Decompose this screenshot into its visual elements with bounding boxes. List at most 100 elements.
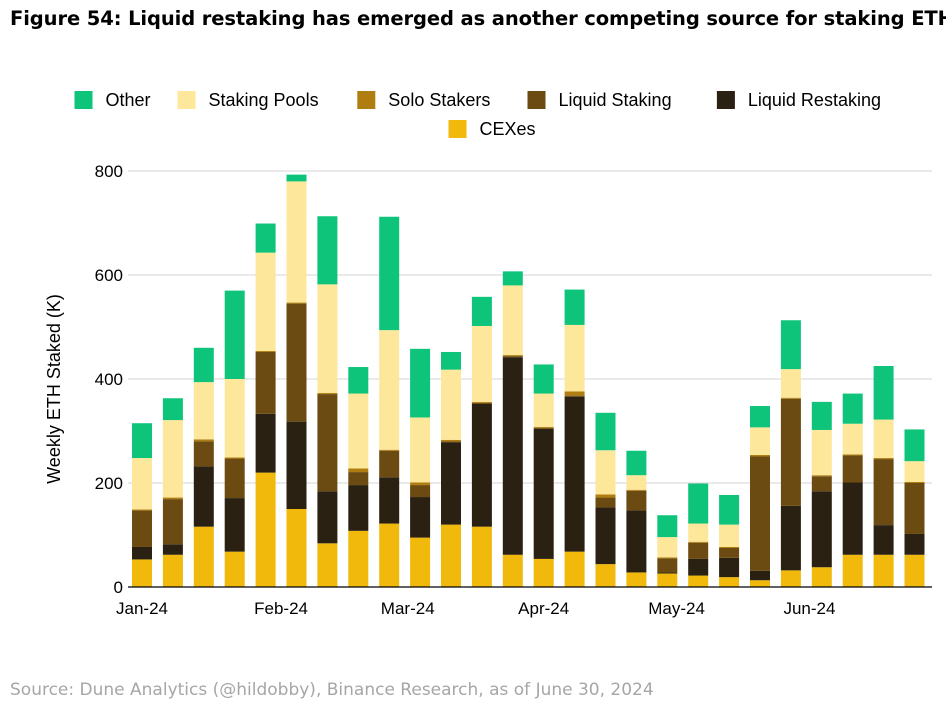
bar-liquid-staking bbox=[441, 441, 461, 443]
bar-other bbox=[286, 174, 307, 182]
bar-solo-stakers bbox=[719, 546, 740, 548]
bar-liquid-restaking bbox=[348, 485, 369, 531]
bar-other bbox=[904, 429, 925, 462]
legend-swatch-cexes bbox=[448, 120, 467, 138]
bar-liquid-staking bbox=[255, 351, 276, 414]
bar-cexes bbox=[533, 558, 554, 587]
bar-staking-pools bbox=[873, 419, 894, 459]
legend: Other Staking Pools Solo Stakers Liquid Sta… bbox=[74, 90, 881, 139]
bar-other bbox=[348, 367, 369, 394]
bar-liquid-staking bbox=[904, 483, 925, 534]
bar-staking-pools bbox=[441, 369, 461, 440]
bar-solo-stakers bbox=[750, 454, 770, 457]
bar-liquid-restaking bbox=[224, 498, 245, 552]
bar-other bbox=[224, 290, 245, 379]
bar-solo-stakers bbox=[842, 454, 863, 456]
bar-cexes bbox=[286, 509, 307, 587]
bar-liquid-staking bbox=[379, 450, 400, 478]
bar-liquid-restaking bbox=[193, 466, 214, 527]
bar-liquid-staking bbox=[193, 441, 214, 467]
bar-cexes bbox=[904, 554, 925, 587]
bar-cexes bbox=[719, 577, 740, 587]
bar-solo-stakers bbox=[657, 557, 678, 559]
bar-liquid-restaking bbox=[471, 403, 492, 527]
bar-liquid-restaking bbox=[286, 421, 307, 509]
bar-solo-stakers bbox=[162, 497, 183, 500]
bar-cexes bbox=[224, 551, 245, 587]
bar-liquid-restaking bbox=[410, 497, 431, 538]
bar-solo-stakers bbox=[873, 458, 894, 460]
bar-cexes bbox=[193, 526, 214, 587]
bar-cexes bbox=[595, 564, 616, 587]
y-tick-label: 400 bbox=[95, 370, 123, 389]
bar-solo-stakers bbox=[317, 393, 338, 395]
bar-staking-pools bbox=[657, 537, 678, 558]
bar-other bbox=[162, 398, 183, 421]
bar-liquid-staking bbox=[317, 394, 338, 492]
bar-liquid-staking bbox=[286, 303, 307, 422]
legend-swatch-other bbox=[74, 91, 93, 109]
bar-other bbox=[471, 296, 492, 326]
bar-solo-stakers bbox=[348, 468, 369, 473]
legend-label-solo-stakers: Solo Stakers bbox=[388, 90, 490, 110]
bar-staking-pools bbox=[348, 393, 369, 469]
x-tick-label: Mar-24 bbox=[381, 599, 435, 618]
bar-staking-pools bbox=[317, 284, 338, 394]
bar-staking-pools bbox=[595, 450, 616, 495]
bar-liquid-staking bbox=[873, 459, 894, 526]
bar-cexes bbox=[842, 554, 863, 587]
bar-liquid-staking bbox=[533, 427, 554, 429]
bar-solo-stakers bbox=[286, 302, 307, 304]
bar-other bbox=[255, 223, 276, 253]
axes: 0 200 400 600 800 Jan-24 Feb-24 Mar-24 Apr-24 May… bbox=[95, 162, 932, 618]
bar-staking-pools bbox=[626, 475, 647, 490]
bar-cexes bbox=[811, 567, 832, 587]
bar-liquid-staking bbox=[811, 476, 832, 492]
bar-solo-stakers bbox=[626, 489, 647, 491]
bar-cexes bbox=[132, 559, 152, 587]
bar-liquid-staking bbox=[657, 558, 678, 573]
bar-solo-stakers bbox=[502, 355, 523, 357]
bar-liquid-restaking bbox=[132, 546, 152, 560]
bar-solo-stakers bbox=[410, 482, 431, 486]
bar-other bbox=[564, 289, 585, 325]
bar-cexes bbox=[255, 472, 276, 587]
bar-liquid-restaking bbox=[595, 507, 616, 565]
bar-liquid-restaking bbox=[811, 491, 832, 568]
bar-staking-pools bbox=[842, 423, 863, 455]
bar-staking-pools bbox=[410, 417, 431, 483]
bar-liquid-staking bbox=[688, 542, 709, 559]
y-tick-label: 0 bbox=[114, 578, 123, 597]
bar-staking-pools bbox=[750, 427, 770, 455]
bar-staking-pools bbox=[904, 461, 925, 482]
bar-staking-pools bbox=[286, 181, 307, 303]
bar-solo-stakers bbox=[193, 439, 214, 442]
bar-liquid-staking bbox=[162, 499, 183, 545]
y-axis-title: Weekly ETH Staked (K) bbox=[44, 294, 64, 484]
bar-liquid-staking bbox=[471, 402, 492, 404]
bar-cexes bbox=[441, 524, 461, 587]
bar-other bbox=[719, 494, 740, 525]
legend-label-cexes: CEXes bbox=[480, 119, 536, 139]
bar-other bbox=[502, 271, 523, 286]
bar-other bbox=[811, 401, 832, 430]
bar-staking-pools bbox=[533, 393, 554, 427]
bar-liquid-restaking bbox=[162, 544, 183, 555]
bar-liquid-staking bbox=[410, 485, 431, 498]
bar-liquid-staking bbox=[626, 490, 647, 511]
bar-liquid-restaking bbox=[719, 557, 740, 578]
bar-solo-stakers bbox=[688, 541, 709, 543]
bar-other bbox=[533, 364, 554, 394]
bar-other bbox=[317, 216, 338, 285]
legend-swatch-liquid-staking bbox=[527, 91, 546, 109]
bar-cexes bbox=[379, 523, 400, 587]
bar-solo-stakers bbox=[533, 426, 554, 428]
bar-staking-pools bbox=[132, 458, 152, 510]
bar-cexes bbox=[317, 543, 338, 587]
bar-cexes bbox=[873, 554, 894, 587]
bar-other bbox=[132, 423, 152, 459]
bar-cexes bbox=[410, 537, 431, 587]
bar-liquid-restaking bbox=[317, 491, 338, 544]
bar-cexes bbox=[162, 554, 183, 587]
bar-other bbox=[873, 366, 894, 420]
